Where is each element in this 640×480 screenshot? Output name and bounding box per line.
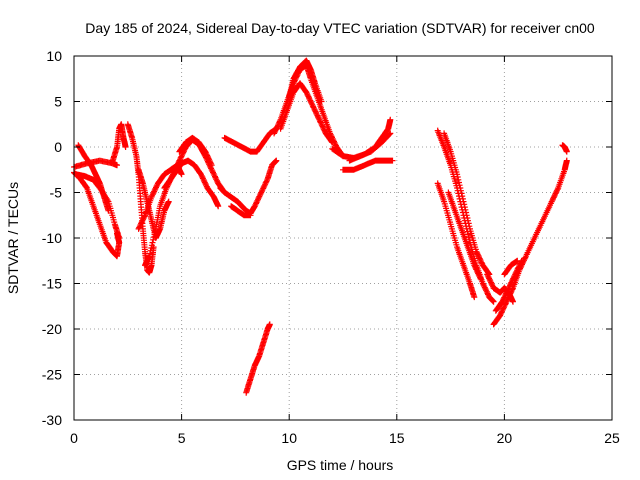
data-marker <box>445 189 484 282</box>
chart-title: Day 185 of 2024, Sidereal Day-to-day VTE… <box>85 20 595 36</box>
data-marker <box>492 257 525 314</box>
series-arc4 <box>73 171 123 241</box>
data-points <box>71 57 570 396</box>
data-marker <box>434 180 478 301</box>
y-tick-label: -30 <box>42 412 62 428</box>
axis-ticks: 0 5 10 15 20 25 10 5 0 -5 -10 -15 -20 -25 -30 <box>42 48 620 446</box>
x-tick-label: 10 <box>281 430 297 446</box>
data-marker <box>441 130 493 278</box>
data-marker <box>73 171 123 241</box>
series-arc12 <box>217 157 280 217</box>
data-marker <box>559 142 570 155</box>
y-tick-label: -20 <box>42 321 62 337</box>
series-arc18 <box>286 57 325 105</box>
y-tick-label: 5 <box>54 94 62 110</box>
data-marker <box>501 257 521 278</box>
data-marker <box>346 130 394 164</box>
x-axis-label: GPS time / hours <box>287 457 394 473</box>
series-arc14 <box>221 125 280 155</box>
x-tick-label: 15 <box>389 430 405 446</box>
data-marker <box>221 125 280 155</box>
series-arc17 <box>277 80 336 146</box>
data-marker <box>286 57 325 105</box>
y-tick-label: -25 <box>42 367 62 383</box>
series-arc20 <box>340 157 396 173</box>
series-arc25 <box>445 189 484 282</box>
series-arc10 <box>161 157 222 210</box>
data-marker <box>340 157 396 173</box>
series-arc29 <box>501 257 521 278</box>
series-arc11 <box>176 134 215 169</box>
y-tick-label: -10 <box>42 230 62 246</box>
series-arc28 <box>492 257 525 314</box>
series-arc13 <box>228 203 254 219</box>
x-tick-label: 25 <box>604 430 620 446</box>
y-tick-label: -15 <box>42 276 62 292</box>
series-arc15 <box>243 321 273 396</box>
data-marker <box>271 62 346 160</box>
data-marker <box>176 134 215 169</box>
series-arc5 <box>109 121 129 164</box>
series-arc23 <box>441 130 493 278</box>
series-arc24 <box>434 180 478 301</box>
data-marker <box>277 80 336 146</box>
data-marker <box>109 121 129 164</box>
data-marker <box>161 157 222 210</box>
data-marker <box>217 157 280 217</box>
x-tick-label: 5 <box>178 430 186 446</box>
grid-lines <box>74 56 612 420</box>
y-tick-label: 10 <box>46 48 62 64</box>
y-axis-label: SDTVAR / TECUs <box>5 182 21 294</box>
y-tick-label: -5 <box>50 185 63 201</box>
series-arc16 <box>271 62 346 160</box>
x-tick-label: 20 <box>497 430 513 446</box>
y-tick-label: 0 <box>54 139 62 155</box>
x-tick-label: 0 <box>70 430 78 446</box>
data-marker <box>228 203 254 219</box>
data-marker <box>243 321 273 396</box>
series-arc30 <box>559 142 570 155</box>
series-arc21 <box>346 130 394 164</box>
